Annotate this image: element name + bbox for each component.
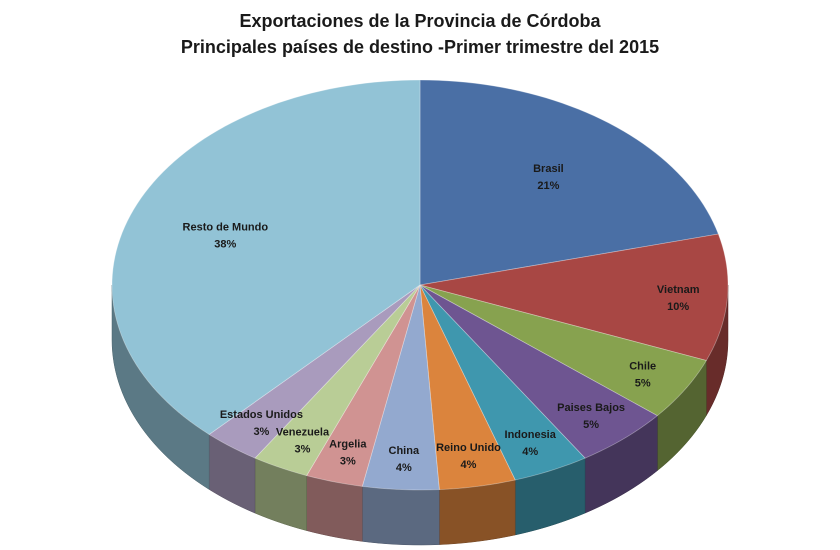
slice-label-venezuela: Venezuela [276, 426, 330, 438]
pie-side-reino-unido [439, 479, 516, 545]
slice-value-china: 4% [396, 462, 412, 474]
pie-slice-argelia [306, 284, 421, 487]
slice-label-resto-de-mundo: Resto de Mundo [183, 222, 269, 234]
pie-slice-paises-bajos [419, 284, 659, 459]
pie-slice-vietnam [419, 233, 729, 361]
pie-slice-estados-unidos [208, 284, 421, 459]
slice-label-china: China [389, 445, 420, 457]
slice-value-resto-de-mundo: 38% [214, 239, 236, 251]
slice-value-brasil: 21% [537, 180, 559, 192]
slice-value-chile: 5% [635, 378, 651, 390]
slice-value-indonesia: 4% [522, 446, 538, 458]
slice-label-chile: Chile [629, 361, 656, 373]
pie-slice-reino-unido [419, 284, 516, 491]
slice-value-vietnam: 10% [667, 301, 689, 313]
slice-label-indonesia: Indonesia [505, 429, 557, 441]
pie-top [111, 79, 729, 491]
slice-value-paises-bajos: 5% [583, 419, 599, 431]
pie-slice-venezuela [254, 284, 421, 477]
chart-title-block: Exportaciones de la Provincia de Córdoba… [0, 8, 840, 60]
slice-value-reino-unido: 4% [461, 459, 477, 471]
pie-slice-brasil [419, 79, 719, 286]
slice-value-estados-unidos: 3% [253, 426, 269, 438]
slice-label-reino-unido: Reino Unido [436, 442, 501, 454]
slice-value-argelia: 3% [340, 455, 356, 467]
pie-labels: Brasil 21% Vietnam 10% Chile 5% Paises Bajos 5%… [183, 163, 700, 474]
pie-side-resto-de-mundo [111, 284, 210, 490]
slice-value-venezuela: 3% [295, 443, 311, 455]
chart-title: Exportaciones de la Provincia de Córdoba [239, 11, 601, 31]
slice-label-brasil: Brasil [533, 163, 564, 175]
slice-label-vietnam: Vietnam [657, 284, 700, 296]
chart-subtitle: Principales países de destino -Primer tr… [180, 37, 660, 57]
slice-label-estados-unidos: Estados Unidos [220, 409, 303, 421]
pie-slice-resto-de-mundo [111, 79, 421, 435]
slice-label-paises-bajos: Paises Bajos [557, 402, 625, 414]
pie-side-china [362, 486, 440, 546]
pie-slice-indonesia [419, 284, 586, 481]
pie-slice-chile [419, 284, 707, 417]
pie-slice-china [361, 284, 440, 491]
pie-side-walls [111, 284, 729, 546]
slice-label-argelia: Argelia [329, 438, 367, 450]
